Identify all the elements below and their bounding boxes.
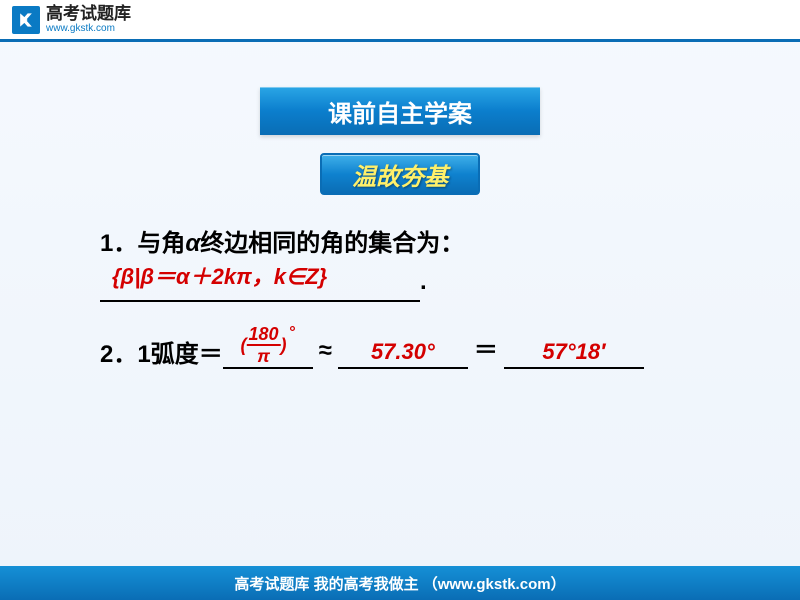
q1-alpha: α xyxy=(185,230,200,257)
q2-blank-b: 57.30° xyxy=(338,335,468,369)
page-footer: 高考试题库 我的高考我做主 （www.gkstk.com） xyxy=(0,566,800,600)
page-header: 高考试题库 www.gkstk.com xyxy=(0,0,800,42)
question-2-prompt: 2．1弧度＝ xyxy=(100,334,223,369)
question-2: 2．1弧度＝ ( 180 π ) ° ≈ 57.30° ＝ 57°18′ xyxy=(100,330,720,369)
q1-trailer: . xyxy=(420,268,427,295)
rparen: ) xyxy=(281,336,287,354)
brand-url: www.gkstk.com xyxy=(46,24,131,34)
section-title-box: 课前自主学案 xyxy=(260,87,540,135)
logo-icon xyxy=(12,6,40,34)
subsection-box: 温故夯基 xyxy=(320,153,480,195)
content-area: 1．与角α终边相同的角的集合为： {β|β＝α＋2kπ，k∈Z} . 2．1弧度… xyxy=(0,195,800,369)
frac-numerator: 180 xyxy=(246,325,280,343)
question-1-prompt: 1．与角α终边相同的角的集合为： xyxy=(100,225,720,263)
question-1: 1．与角α终边相同的角的集合为： {β|β＝α＋2kπ，k∈Z} . xyxy=(100,225,720,302)
section-title-label: 课前自主学案 xyxy=(328,94,472,129)
q1-prefix: 1．与角 xyxy=(100,230,185,257)
brand-text: 高考试题库 xyxy=(46,5,131,22)
footer-text: 高考试题库 我的高考我做主 （www.gkstk.com） xyxy=(234,573,565,594)
approx-symbol: ≈ xyxy=(319,337,332,365)
q2-blank-a: ( 180 π ) ° xyxy=(223,335,313,369)
subsection-label: 温故夯基 xyxy=(352,157,448,192)
brand-block: 高考试题库 www.gkstk.com xyxy=(46,5,131,34)
q1-suffix: 终边相同的角的集合为： xyxy=(200,230,464,257)
q2-blank-c: 57°18′ xyxy=(504,335,644,369)
degree-symbol: ° xyxy=(289,325,295,341)
question-1-answer: {β|β＝α＋2kπ，k∈Z} xyxy=(112,259,327,294)
frac-denominator: π xyxy=(255,347,272,365)
eq-symbol: ＝ xyxy=(474,330,498,365)
q2-fraction: ( 180 π ) ° xyxy=(240,325,294,365)
